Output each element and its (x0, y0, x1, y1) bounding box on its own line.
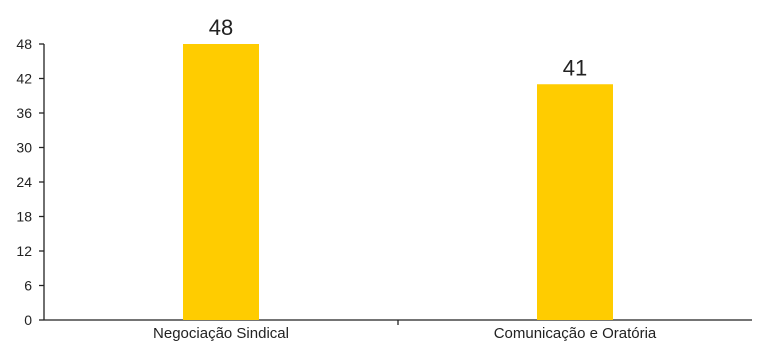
y-tick-label: 0 (24, 312, 32, 328)
y-tick-label: 48 (16, 36, 32, 52)
y-tick-label: 42 (16, 71, 32, 87)
x-category-label: Negociação Sindical (153, 325, 289, 342)
y-axis: 0 6 12 18 24 30 36 42 48 (16, 36, 45, 328)
y-tick-label: 36 (16, 105, 32, 121)
y-tick-label: 30 (16, 140, 32, 156)
bar (183, 44, 259, 320)
data-labels: 48 41 (209, 15, 587, 80)
bar-value-label: 48 (209, 15, 233, 40)
bar-value-label: 41 (563, 55, 587, 80)
bar (537, 84, 613, 320)
y-tick-label: 6 (24, 278, 32, 294)
x-axis: Negociação Sindical Comunicação e Oratóri… (44, 319, 752, 342)
y-tick-label: 24 (16, 174, 32, 190)
bars (183, 44, 613, 320)
y-tick-label: 12 (16, 243, 32, 259)
x-category-label: Comunicação e Oratória (494, 325, 657, 342)
y-tick-label: 18 (16, 209, 32, 225)
